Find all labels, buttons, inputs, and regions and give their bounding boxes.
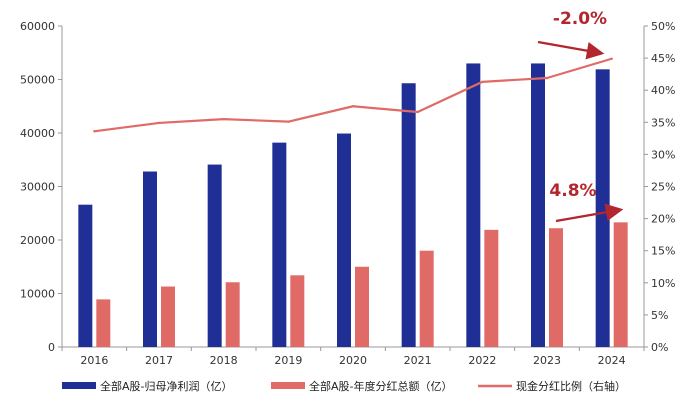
ratio-point xyxy=(481,80,484,84)
ratio-point xyxy=(287,120,290,123)
ratio-point xyxy=(222,117,225,121)
ratio-point xyxy=(416,110,419,114)
ratio-point xyxy=(545,76,549,80)
profit-bar xyxy=(466,63,481,347)
ratio-point xyxy=(157,121,161,125)
y-right-tick-label: 50% xyxy=(651,20,675,33)
profit-bar xyxy=(272,142,287,347)
x-tick-label: 2016 xyxy=(80,354,108,367)
ratio-line-group xyxy=(93,57,613,133)
profit-bar xyxy=(401,83,416,348)
y-left-tick-label: 40000 xyxy=(20,127,55,140)
x-tick-label: 2018 xyxy=(210,354,238,367)
x-tick-label: 2023 xyxy=(533,354,561,367)
x-tick-label: 2024 xyxy=(598,354,626,367)
y-right-tick-label: 0% xyxy=(651,341,668,354)
x-tick-label: 2021 xyxy=(404,354,432,367)
profit-bar xyxy=(143,171,157,347)
y-left-tick-label: 20000 xyxy=(20,234,55,247)
y-right-tick-label: 35% xyxy=(651,116,675,129)
profit-bar xyxy=(595,69,610,348)
y-left-tick-label: 0 xyxy=(48,341,55,354)
x-tick-label: 2020 xyxy=(339,354,367,367)
y-right-tick-label: 10% xyxy=(651,277,675,290)
annotations: -2.0% 4.8% xyxy=(537,9,624,223)
annotation-arrow-profit xyxy=(537,40,605,60)
legend: 全部A股-归母净利润（亿） 全部A股-年度分红总额（亿） 现金分红比例（右轴） xyxy=(62,379,626,393)
x-tick-label: 2019 xyxy=(274,354,302,367)
dividend-bar xyxy=(355,266,369,347)
profit-bar xyxy=(337,133,351,347)
y-right-tick-label: 45% xyxy=(651,52,675,65)
legend-swatch-dividend xyxy=(271,382,305,389)
dividend-bar xyxy=(484,229,499,347)
y-left-tick-label: 10000 xyxy=(20,288,55,301)
dividend-bar xyxy=(290,275,305,347)
y-right-tick-label: 20% xyxy=(651,213,675,226)
y-left-tick-label: 50000 xyxy=(20,74,55,87)
profit-bar xyxy=(78,204,93,347)
x-tick-label: 2022 xyxy=(468,354,496,367)
legend-label-profit: 全部A股-归母净利润（亿） xyxy=(100,379,233,393)
y-right-tick-label: 30% xyxy=(651,148,675,161)
legend-swatch-profit xyxy=(62,382,96,389)
ratio-point xyxy=(610,57,613,60)
dividend-bar xyxy=(161,286,175,347)
dividend-bar xyxy=(96,299,111,347)
profit-bar xyxy=(531,63,545,347)
annotation-dividend-change: 4.8% xyxy=(549,181,596,201)
dividend-bar xyxy=(225,282,240,347)
y-right-tick-label: 25% xyxy=(651,181,675,194)
dividend-bar xyxy=(613,222,628,347)
annotation-arrow-dividend xyxy=(555,203,624,223)
annotation-profit-change: -2.0% xyxy=(553,9,607,29)
y-left-tick-label: 60000 xyxy=(20,20,55,33)
y-right-tick-label: 40% xyxy=(651,84,675,97)
x-tick-label: 2017 xyxy=(145,354,173,367)
legend-label-dividend: 全部A股-年度分红总额（亿） xyxy=(309,379,453,393)
dividend-bar xyxy=(419,250,434,347)
dividend-bar xyxy=(549,228,563,347)
legend-label-ratio: 现金分红比例（右轴） xyxy=(516,379,626,393)
y-left-tick-label: 30000 xyxy=(20,181,55,194)
bars xyxy=(78,63,628,348)
axes: 0 10000 20000 30000 40000 50000 60000 0% 5% 10% 15… xyxy=(20,20,675,367)
profit-bar xyxy=(207,164,222,347)
ratio-point xyxy=(93,130,96,133)
y-right-tick-label: 5% xyxy=(651,309,668,322)
y-right-tick-label: 15% xyxy=(651,245,675,258)
ratio-point xyxy=(351,105,355,108)
